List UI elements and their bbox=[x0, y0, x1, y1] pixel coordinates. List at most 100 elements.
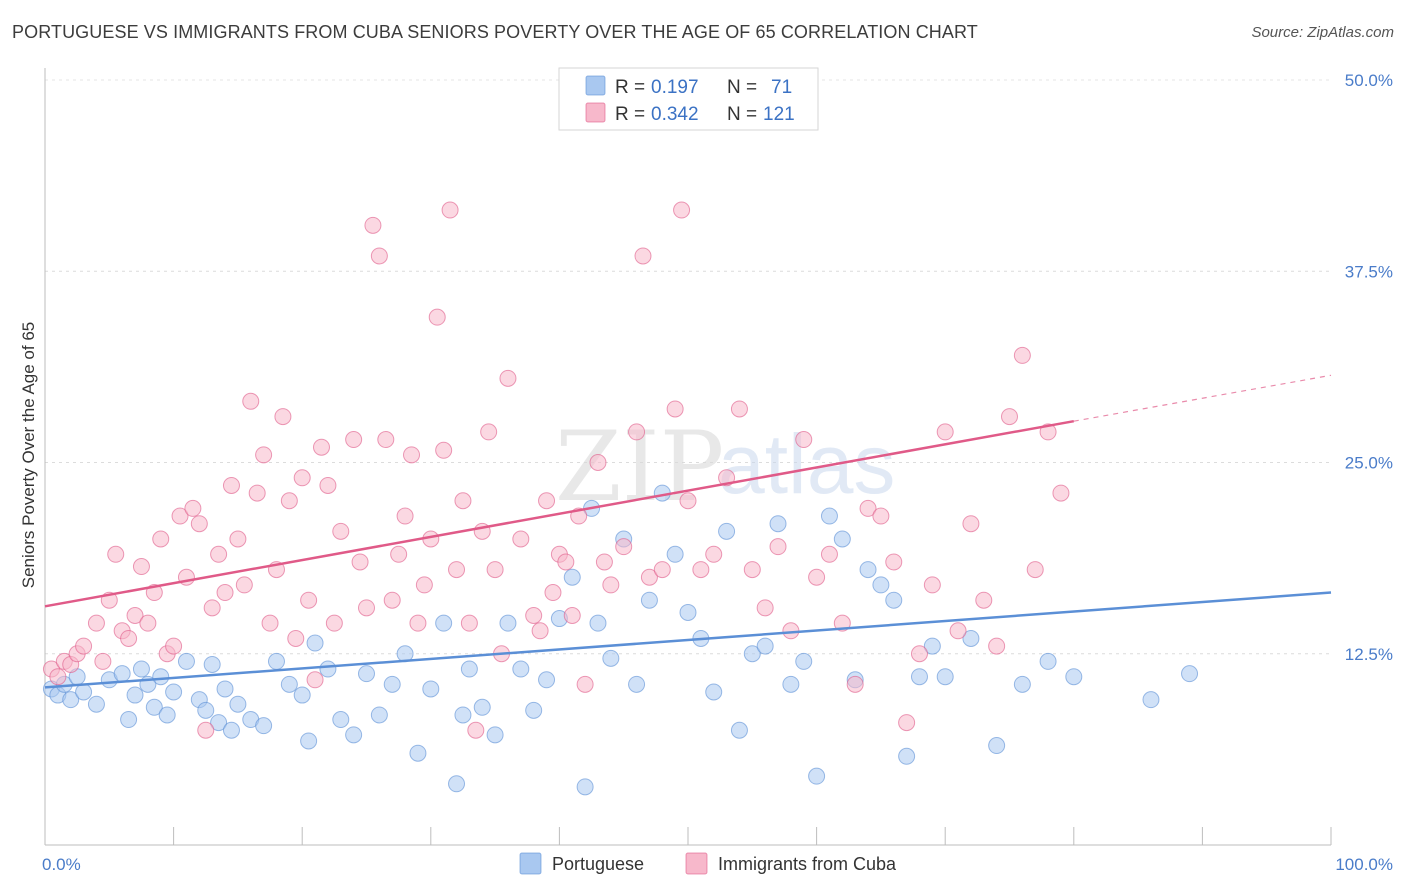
data-point bbox=[499, 369, 517, 387]
legend-swatch-portuguese bbox=[585, 75, 606, 96]
data-point bbox=[910, 645, 928, 663]
data-point bbox=[145, 698, 163, 716]
legend-n-value: 71 bbox=[771, 77, 792, 98]
data-point bbox=[377, 431, 395, 449]
data-point bbox=[743, 645, 761, 663]
x-tick-labels: 0.0% 100.0% bbox=[42, 855, 1393, 874]
data-point bbox=[345, 431, 363, 449]
data-point bbox=[820, 545, 838, 563]
data-point bbox=[62, 691, 80, 709]
trend-line-portuguese bbox=[44, 591, 1332, 689]
data-point bbox=[287, 629, 305, 647]
data-point bbox=[486, 561, 504, 579]
data-point bbox=[628, 423, 646, 441]
y-tick-label: 25.0% bbox=[1345, 454, 1393, 473]
data-point bbox=[152, 530, 170, 548]
data-point bbox=[300, 732, 318, 750]
data-point bbox=[126, 607, 144, 624]
data-point bbox=[319, 660, 337, 678]
data-point bbox=[222, 721, 240, 739]
data-point bbox=[833, 530, 851, 548]
data-point bbox=[332, 522, 350, 540]
data-point bbox=[75, 683, 93, 701]
data-point bbox=[415, 576, 433, 594]
data-point bbox=[653, 561, 671, 579]
data-point bbox=[1181, 665, 1199, 683]
legend-n-value: 121 bbox=[763, 104, 795, 125]
bottom-legend-label-portuguese: Portuguese bbox=[552, 854, 644, 874]
watermark-atlas: atlas bbox=[718, 417, 895, 511]
data-point bbox=[422, 680, 440, 698]
data-point bbox=[235, 576, 253, 594]
data-point bbox=[480, 423, 498, 441]
data-point bbox=[319, 476, 337, 494]
data-point bbox=[216, 584, 234, 602]
data-point bbox=[923, 576, 941, 594]
data-point bbox=[403, 446, 421, 464]
data-point bbox=[428, 308, 446, 326]
data-point bbox=[120, 629, 138, 647]
data-point bbox=[222, 476, 240, 494]
data-point bbox=[795, 652, 813, 670]
data-point bbox=[988, 737, 1006, 755]
data-point bbox=[859, 561, 877, 579]
data-point bbox=[705, 545, 723, 563]
data-point bbox=[242, 392, 260, 410]
data-point bbox=[949, 622, 967, 640]
trend-line-cuba-extrapolated bbox=[1073, 374, 1332, 422]
data-point bbox=[274, 408, 292, 426]
data-point bbox=[383, 591, 401, 609]
data-point bbox=[576, 778, 594, 796]
data-point bbox=[152, 668, 170, 686]
legend-r-value: 0.197 bbox=[651, 77, 699, 98]
data-point bbox=[473, 698, 491, 716]
data-point bbox=[589, 614, 607, 632]
data-point bbox=[132, 660, 150, 678]
data-point bbox=[1013, 346, 1031, 364]
data-point bbox=[640, 591, 658, 609]
data-point bbox=[563, 568, 581, 586]
data-point bbox=[197, 701, 215, 719]
legend-r-label: R = bbox=[615, 77, 645, 98]
data-point bbox=[87, 614, 105, 632]
data-point bbox=[872, 576, 890, 594]
data-point bbox=[563, 607, 581, 624]
data-point bbox=[898, 747, 916, 765]
x-tick-label: 100.0% bbox=[1335, 855, 1393, 874]
data-point bbox=[640, 568, 658, 586]
data-point bbox=[351, 553, 369, 571]
data-point bbox=[184, 499, 202, 517]
bottom-legend: Portuguese Immigrants from Cuba bbox=[519, 852, 897, 875]
chart-title: PORTUGUESE VS IMMIGRANTS FROM CUBA SENIO… bbox=[12, 22, 978, 42]
y-tick-labels: 12.5% 25.0% 37.5% 50.0% bbox=[1345, 71, 1393, 664]
y-tick-label: 37.5% bbox=[1345, 262, 1393, 281]
data-point bbox=[293, 469, 311, 487]
data-point bbox=[962, 629, 980, 647]
data-point bbox=[467, 721, 485, 739]
data-point bbox=[165, 683, 183, 701]
data-point bbox=[885, 553, 903, 571]
data-point bbox=[595, 553, 613, 571]
data-point bbox=[910, 668, 928, 686]
data-point bbox=[306, 634, 324, 652]
data-point bbox=[730, 721, 748, 739]
data-point bbox=[300, 591, 318, 609]
data-point bbox=[460, 614, 478, 632]
data-point bbox=[538, 671, 556, 689]
data-point bbox=[358, 665, 375, 683]
data-point bbox=[769, 538, 787, 556]
data-point bbox=[628, 675, 646, 693]
data-point bbox=[94, 652, 112, 670]
legend-n-label: N = bbox=[727, 104, 757, 125]
data-point bbox=[370, 706, 388, 724]
data-point bbox=[165, 637, 183, 655]
data-point bbox=[460, 660, 478, 678]
data-point bbox=[306, 671, 324, 689]
data-point bbox=[666, 400, 684, 418]
data-point bbox=[210, 545, 228, 563]
data-point bbox=[782, 675, 800, 693]
data-point bbox=[210, 714, 228, 732]
legend-n-label: N = bbox=[727, 77, 757, 98]
data-point bbox=[602, 649, 620, 667]
data-point bbox=[171, 507, 189, 525]
